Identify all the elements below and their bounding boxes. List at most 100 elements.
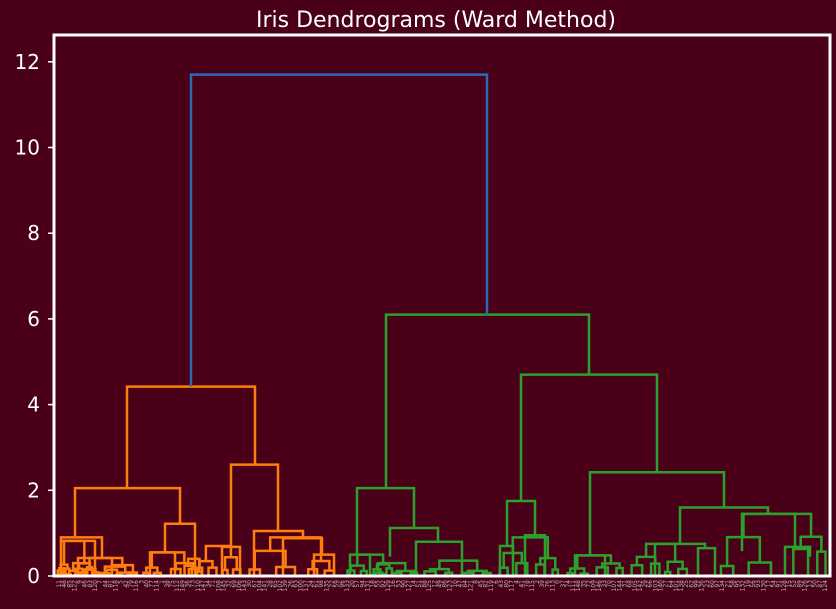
- x-axis-leaf-labels: 1148851229468312074481118542791163407711…: [56, 580, 829, 592]
- dendrogram-link: [539, 556, 557, 570]
- x-leaf-label: 9: [77, 580, 84, 584]
- x-leaf-label: 7: [97, 580, 104, 584]
- x-leaf-label: 128: [781, 580, 788, 592]
- x-leaf-label: 65: [272, 580, 279, 588]
- x-leaf-label: 137: [303, 580, 310, 592]
- x-leaf-label: 101: [673, 580, 680, 592]
- x-leaf-label: 27: [663, 580, 670, 588]
- x-leaf-label: 130: [760, 580, 767, 592]
- x-leaf-label: 56: [750, 580, 757, 588]
- x-leaf-label: 72: [586, 580, 593, 588]
- dendrogram-link: [83, 568, 97, 574]
- x-leaf-label: 29: [642, 580, 649, 588]
- x-leaf-label: 33: [601, 580, 608, 588]
- x-leaf-label: 34: [205, 580, 212, 588]
- x-leaf-label: 49: [436, 580, 443, 588]
- dendrogram-link: [376, 561, 407, 573]
- dendrogram-link: [395, 569, 416, 574]
- x-leaf-label: 1: [159, 580, 166, 584]
- x-leaf-label: 76: [544, 580, 551, 588]
- x-leaf-label: 125: [426, 580, 433, 592]
- x-leaf-label: 15: [786, 580, 793, 588]
- x-leaf-label: 141: [262, 580, 269, 592]
- x-leaf-label: 138: [678, 580, 685, 592]
- x-leaf-label: 126: [801, 580, 808, 592]
- x-leaf-label: 3: [138, 580, 145, 584]
- x-leaf-label: 43: [498, 580, 505, 588]
- x-leaf-label: 48: [61, 580, 68, 588]
- x-leaf-label: 90: [400, 580, 407, 588]
- x-leaf-label: 41: [519, 580, 526, 588]
- dendrogram-link: [666, 560, 684, 572]
- x-leaf-label: 95: [735, 580, 742, 588]
- x-leaf-label: 60: [709, 580, 716, 588]
- x-leaf-label: 149: [179, 580, 186, 592]
- x-leaf-label: 108: [215, 580, 222, 592]
- dendrogram-link: [444, 571, 454, 576]
- x-leaf-label: 140: [657, 580, 664, 592]
- x-leaf-label: 36: [185, 580, 192, 588]
- x-leaf-label: 148: [575, 580, 582, 592]
- x-leaf-label: 5: [118, 580, 125, 584]
- dendrogram-link: [355, 486, 416, 555]
- x-leaf-label: 88: [421, 580, 428, 588]
- dendrogram-link: [505, 499, 537, 547]
- x-leaf-label: 25: [683, 580, 690, 588]
- y-tick-label: 10: [15, 136, 40, 160]
- x-leaf-label: 80: [503, 580, 510, 588]
- x-leaf-label: 59: [334, 580, 341, 588]
- x-leaf-label: 8: [472, 580, 479, 584]
- x-leaf-label: 124: [822, 580, 829, 592]
- x-leaf-label: 139: [282, 580, 289, 592]
- dendrogram-link: [252, 529, 305, 576]
- x-leaf-label: 134: [719, 580, 726, 592]
- x-leaf-label: 135: [323, 580, 330, 592]
- x-leaf-label: 110: [195, 580, 202, 592]
- x-leaf-label: 79: [128, 580, 135, 588]
- x-leaf-label: 115: [529, 580, 536, 592]
- x-leaf-label: 117: [508, 580, 515, 592]
- x-leaf-label: 52: [791, 580, 798, 588]
- x-leaf-label: 97: [714, 580, 721, 588]
- dendrogram-link: [312, 553, 336, 576]
- x-leaf-label: 6: [493, 580, 500, 584]
- x-leaf-label: 121: [467, 580, 474, 592]
- x-leaf-label: 83: [87, 580, 94, 588]
- y-tick-label: 2: [27, 478, 40, 502]
- x-leaf-label: 120: [92, 580, 99, 592]
- dendrogram-link: [438, 559, 479, 571]
- x-leaf-label: 147: [200, 580, 207, 592]
- dendrogram-link: [59, 536, 104, 559]
- dendrogram-link: [460, 571, 475, 576]
- x-leaf-label: 58: [729, 580, 736, 588]
- x-leaf-label: 122: [71, 580, 78, 592]
- x-leaf-label: 89: [796, 580, 803, 588]
- x-leaf-label: 4: [514, 580, 521, 584]
- x-leaf-label: 21: [724, 580, 731, 588]
- x-leaf-label: 62: [688, 580, 695, 588]
- x-leaf-label: 127: [406, 580, 413, 592]
- x-leaf-label: 19: [745, 580, 752, 588]
- dendrogram-link: [56, 569, 63, 576]
- x-leaf-label: 45: [478, 580, 485, 588]
- x-leaf-label: 109: [591, 580, 598, 592]
- x-leaf-label: 93: [755, 580, 762, 588]
- y-tick-label: 8: [27, 221, 40, 245]
- x-leaf-label: 71: [210, 580, 217, 588]
- x-leaf-label: 55: [375, 580, 382, 588]
- x-leaf-label: 116: [133, 580, 140, 592]
- x-leaf-label: 82: [483, 580, 490, 588]
- dendrogram-link: [696, 546, 717, 576]
- x-leaf-label: 131: [364, 580, 371, 592]
- dendrogram-links: [56, 73, 827, 577]
- x-leaf-label: 40: [143, 580, 150, 588]
- x-leaf-label: 112: [174, 580, 181, 592]
- x-leaf-label: 133: [344, 580, 351, 592]
- dendrogram-link: [414, 540, 464, 576]
- x-leaf-label: 69: [231, 580, 238, 588]
- x-leaf-label: 136: [699, 580, 706, 592]
- x-leaf-label: 104: [256, 580, 263, 592]
- x-leaf-label: 106: [236, 580, 243, 592]
